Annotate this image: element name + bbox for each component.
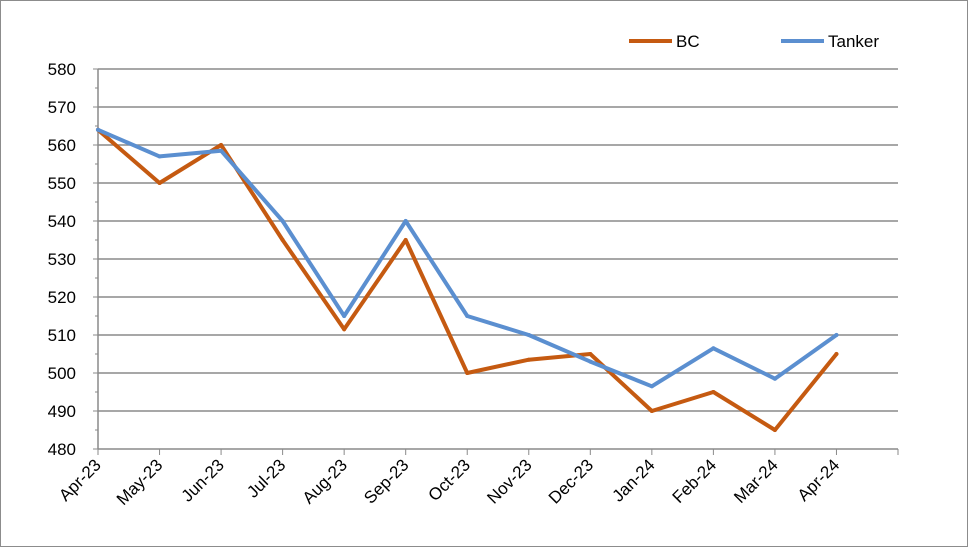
y-tick-label: 580 bbox=[48, 60, 76, 79]
x-tick-label: Jan-24 bbox=[608, 455, 658, 505]
data-point-bc bbox=[834, 352, 839, 356]
x-tick-label: Mar-24 bbox=[730, 455, 782, 507]
data-point-tanker bbox=[157, 154, 162, 159]
y-tick-label: 560 bbox=[48, 136, 76, 155]
data-point-bc bbox=[280, 238, 285, 242]
data-point-tanker bbox=[649, 384, 654, 389]
y-tick-label: 490 bbox=[48, 402, 76, 421]
data-point-bc bbox=[219, 143, 224, 147]
data-point-tanker bbox=[342, 314, 347, 318]
y-tick-label: 570 bbox=[48, 98, 76, 117]
data-point-bc bbox=[465, 371, 470, 375]
data-point-bc bbox=[403, 238, 408, 242]
gridlines bbox=[98, 68, 898, 412]
x-tick-label: Apr-24 bbox=[794, 455, 844, 505]
x-tick-label: Jul-23 bbox=[243, 455, 289, 501]
y-axis-ticks: 480 490 500 510 520 530 540 550 560 570 580 bbox=[48, 60, 98, 459]
data-point-tanker bbox=[834, 333, 839, 337]
data-point-tanker bbox=[526, 333, 531, 337]
data-point-bc bbox=[342, 327, 347, 332]
x-tick-label: Nov-23 bbox=[483, 455, 535, 507]
x-tick-label: May-23 bbox=[113, 455, 167, 509]
y-tick-label: 540 bbox=[48, 212, 76, 231]
data-point-bc bbox=[157, 181, 162, 185]
x-tick-label: Feb-24 bbox=[669, 455, 721, 507]
legend: BC Tanker bbox=[629, 32, 879, 51]
series-lines bbox=[96, 127, 839, 432]
x-tick-label: Jun-23 bbox=[178, 455, 228, 505]
data-point-tanker bbox=[280, 219, 285, 223]
x-tick-label: Sep-23 bbox=[360, 455, 412, 507]
data-point-tanker bbox=[772, 376, 777, 381]
data-point-bc bbox=[526, 357, 531, 362]
data-point-tanker bbox=[403, 219, 408, 223]
data-point-tanker bbox=[465, 314, 470, 318]
data-point-bc bbox=[772, 428, 777, 432]
data-point-tanker bbox=[96, 127, 100, 132]
data-point-bc bbox=[711, 390, 716, 394]
x-tick-label: Oct-23 bbox=[425, 455, 475, 505]
series-line-bc bbox=[96, 127, 839, 432]
x-tick-label: Aug-23 bbox=[299, 455, 351, 507]
y-tick-label: 550 bbox=[48, 174, 76, 193]
x-tick-label: Dec-23 bbox=[545, 455, 597, 507]
y-tick-label: 500 bbox=[48, 364, 76, 383]
y-tick-label: 530 bbox=[48, 250, 76, 269]
data-point-bc bbox=[649, 409, 654, 413]
data-point-tanker bbox=[711, 346, 716, 351]
legend-label-tanker: Tanker bbox=[828, 32, 879, 51]
data-point-bc bbox=[588, 352, 593, 356]
y-tick-label: 510 bbox=[48, 326, 76, 345]
y-tick-label: 480 bbox=[48, 440, 76, 459]
y-tick-label: 520 bbox=[48, 288, 76, 307]
data-point-tanker bbox=[588, 359, 593, 364]
series-line-tanker bbox=[96, 127, 839, 389]
x-axis-ticks: Apr-23 May-23 Jun-23 Jul-23 Aug-23 Sep-23 Oct-… bbox=[55, 449, 899, 509]
legend-label-bc: BC bbox=[676, 32, 700, 51]
x-tick-label: Apr-23 bbox=[55, 455, 105, 505]
data-point-tanker bbox=[219, 148, 224, 153]
